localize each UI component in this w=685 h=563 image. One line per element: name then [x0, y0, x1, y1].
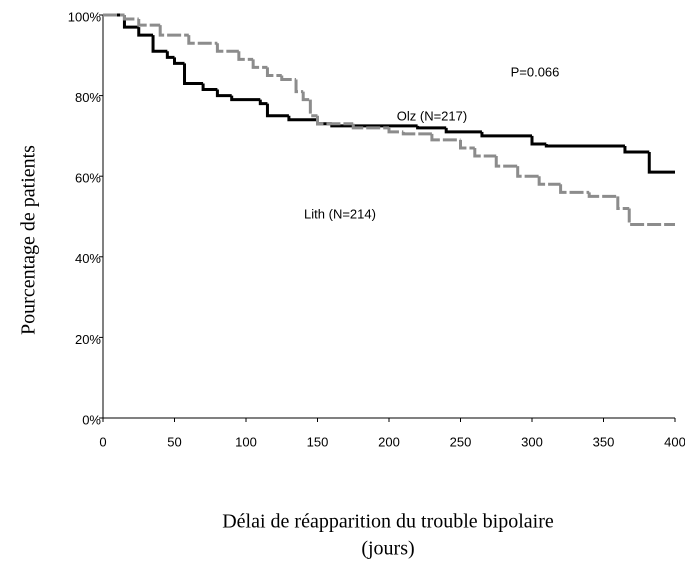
step-segment	[173, 57, 185, 65]
step-segment	[265, 67, 282, 77]
step-segment	[265, 103, 289, 118]
step-segment	[215, 89, 232, 98]
x-tick-label: 200	[378, 434, 400, 449]
step-segment	[201, 83, 218, 92]
annotation: P=0.066	[511, 64, 560, 79]
y-tick-label: 20%	[75, 332, 101, 347]
step-segment	[544, 143, 625, 148]
step-segment	[459, 139, 475, 150]
step-segment	[294, 79, 304, 94]
step-segment	[258, 99, 268, 106]
y-tick-label: 0%	[82, 412, 101, 427]
step-segment	[559, 184, 590, 194]
step-segment	[516, 166, 540, 178]
step-segment	[416, 125, 447, 130]
x-tick-label: 100	[235, 434, 257, 449]
x-tick-label: 0	[99, 434, 106, 449]
step-segment	[137, 27, 154, 37]
step-segment	[444, 127, 482, 134]
step-segment	[151, 35, 168, 53]
step-segment	[647, 152, 675, 174]
step-segment	[430, 133, 461, 142]
step-segment	[165, 51, 175, 59]
step-segment	[537, 176, 561, 186]
step-segment	[122, 15, 139, 21]
y-tick-label: 40%	[75, 251, 101, 266]
x-axis-title: (jours)	[361, 538, 414, 560]
step-segment	[351, 123, 389, 130]
step-segment	[308, 99, 318, 118]
step-segment	[122, 15, 139, 29]
step-segment	[280, 75, 297, 81]
x-tick-label: 300	[521, 434, 543, 449]
step-segment	[215, 43, 239, 53]
x-axis-title: Délai de réapparition du trouble bipolai…	[222, 511, 554, 533]
x-tick-label: 400	[664, 434, 685, 449]
step-segment	[137, 19, 161, 27]
step-segment	[251, 59, 268, 69]
step-segment	[237, 51, 254, 61]
y-tick-label: 80%	[75, 90, 101, 105]
step-segment	[287, 115, 318, 122]
step-segment	[301, 91, 311, 102]
step-segment	[473, 147, 497, 158]
step-segment	[623, 145, 650, 154]
x-tick-label: 350	[593, 434, 615, 449]
annotation: Olz (N=217)	[397, 108, 467, 123]
x-tick-label: 150	[307, 434, 329, 449]
y-axis-title: Pourcentage de patients	[18, 145, 40, 335]
step-segment	[230, 95, 261, 102]
step-segment	[387, 127, 404, 134]
step-segment	[316, 115, 354, 126]
x-tick-label: 250	[450, 434, 472, 449]
y-tick-label: 60%	[75, 171, 101, 186]
x-tick-label: 50	[167, 434, 181, 449]
step-segment	[183, 63, 204, 86]
step-segment	[158, 25, 189, 37]
step-segment	[587, 192, 618, 198]
annotation: Lith (N=214)	[304, 206, 376, 221]
step-segment	[530, 135, 547, 146]
step-segment	[401, 131, 432, 136]
step-segment	[627, 208, 675, 227]
step-segment	[494, 156, 518, 168]
step-segment	[480, 131, 532, 138]
step-segment	[187, 35, 218, 45]
y-tick-label: 100%	[68, 9, 102, 24]
step-segment	[616, 196, 630, 210]
